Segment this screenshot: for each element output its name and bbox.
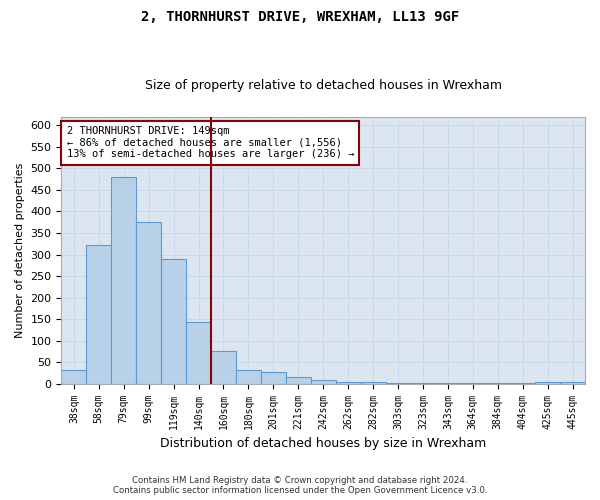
Bar	[410, 383, 436, 384]
Text: Contains HM Land Registry data © Crown copyright and database right 2024.
Contai: Contains HM Land Registry data © Crown c…	[113, 476, 487, 495]
Bar	[111, 177, 136, 384]
Bar	[61, 370, 86, 384]
Text: 2, THORNHURST DRIVE, WREXHAM, LL13 9GF: 2, THORNHURST DRIVE, WREXHAM, LL13 9GF	[141, 10, 459, 24]
Bar	[535, 382, 560, 384]
Bar	[335, 382, 361, 384]
Bar	[236, 370, 261, 384]
Bar	[286, 377, 311, 384]
Bar	[136, 222, 161, 384]
Bar	[211, 352, 236, 384]
Bar	[386, 383, 410, 384]
Title: Size of property relative to detached houses in Wrexham: Size of property relative to detached ho…	[145, 79, 502, 92]
Bar	[311, 380, 335, 384]
Text: 2 THORNHURST DRIVE: 149sqm
← 86% of detached houses are smaller (1,556)
13% of s: 2 THORNHURST DRIVE: 149sqm ← 86% of deta…	[67, 126, 354, 160]
Bar	[186, 322, 211, 384]
Bar	[161, 259, 186, 384]
Bar	[361, 382, 386, 384]
X-axis label: Distribution of detached houses by size in Wrexham: Distribution of detached houses by size …	[160, 437, 487, 450]
Bar	[560, 382, 585, 384]
Bar	[86, 245, 111, 384]
Bar	[261, 372, 286, 384]
Y-axis label: Number of detached properties: Number of detached properties	[15, 162, 25, 338]
